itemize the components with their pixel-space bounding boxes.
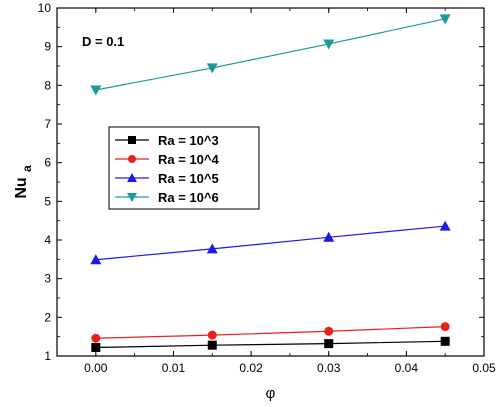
series-3 [90,220,451,265]
series-line [95,18,446,91]
legend-item: Ra = 10^5 [115,171,219,186]
series-line [95,326,446,339]
x-tick-label: 0.02 [239,361,263,375]
data-point [207,330,217,340]
y-tick-label: 5 [44,194,51,208]
y-axis-label-main: Nu [13,177,30,198]
legend-marker [127,193,137,202]
legend-item: Ra = 10^6 [115,190,219,205]
x-tick-label: 0.04 [395,361,419,375]
data-point [323,231,335,242]
data-point [90,85,102,96]
x-tick-label: 0.01 [162,361,186,375]
y-tick-label: 3 [44,272,51,286]
legend-label: Ra = 10^5 [158,171,219,186]
legend-marker [128,155,136,163]
series-line [95,225,446,261]
y-tick-label: 4 [44,233,51,247]
data-point [323,39,335,50]
legend-marker [128,136,136,144]
data-point [206,243,218,254]
y-tick-label: 2 [44,310,51,324]
y-tick-label: 9 [44,40,51,54]
x-tick-label: 0.05 [472,361,496,375]
data-point [440,322,450,332]
annotation-text: D = 0.1 [82,34,124,49]
legend-label: Ra = 10^6 [158,190,219,205]
data-point [324,326,334,336]
data-point [439,220,451,231]
data-point [439,14,451,25]
data-point [324,339,334,349]
axis-ticks: 0.00 0.01 0.02 0.03 0.04 0.05 1 2 3 4 5 6 7 8 9 10 [38,1,496,375]
legend-item: Ra = 10^4 [115,152,219,167]
legend: Ra = 10^3 Ra = 10^4 Ra = 10^5 Ra = 10^6 [108,126,260,210]
data-point [207,340,217,350]
data-point [91,333,101,343]
data-point [206,63,218,74]
series-1 [91,336,450,352]
x-tick-label: 0.00 [84,361,108,375]
series-4 [90,14,451,96]
series-line [95,340,446,349]
legend-marker [127,173,137,182]
data-point [90,254,102,265]
series-2 [91,322,450,343]
legend-item: Ra = 10^3 [115,133,219,148]
x-tick-label: 0.03 [317,361,341,375]
series-layer [90,14,451,352]
y-tick-label: 7 [44,117,51,131]
y-tick-label: 10 [38,1,52,15]
y-tick-label: 1 [44,349,51,363]
data-point [440,336,450,346]
y-tick-label: 8 [44,78,51,92]
legend-label: Ra = 10^4 [158,152,219,167]
legend-label: Ra = 10^3 [158,133,219,148]
y-axis-label: Nu a [13,165,34,199]
x-axis-label: φ [266,385,276,402]
y-axis-label-subscript: a [20,165,34,172]
data-point [91,342,101,352]
y-tick-label: 6 [44,156,51,170]
